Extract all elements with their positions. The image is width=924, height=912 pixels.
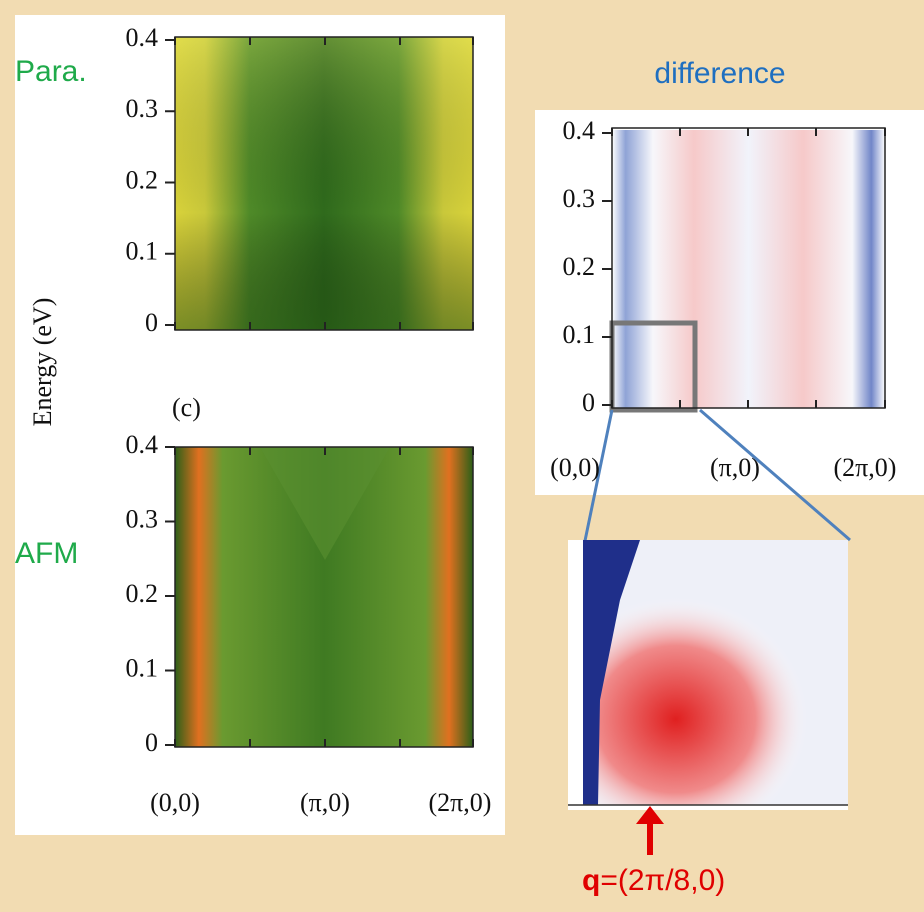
para-heatmap-shade [175,37,473,330]
y-tick-label: 0.1 [126,653,159,682]
q-rest: =(2π/8,0) [600,864,725,897]
y-axis-label: Energy (eV) [28,298,57,427]
afm-feature [260,447,390,560]
x-tick-label: (2π,0) [834,453,897,482]
x-tick-label: (π,0) [710,453,760,482]
q-bold: q [582,864,600,897]
y-tick-label: 0.3 [126,94,159,123]
afm-label: AFM [15,537,78,570]
panel-label: (c) [172,393,201,422]
x-tick-label: (0,0) [150,788,200,817]
y-tick-label: 0.3 [126,504,159,533]
inset-red [583,560,848,805]
x-tick-label: (0,0) [550,453,600,482]
q-arrowhead [636,806,664,824]
y-tick-label: 0 [145,308,158,337]
y-tick-label: 0.2 [126,165,159,194]
q-label: q=(2π/8,0) [582,864,725,897]
x-tick-label: (2π,0) [429,788,492,817]
x-tick-label: (π,0) [300,788,350,817]
y-tick-label: 0.2 [126,579,159,608]
y-tick-label: 0.4 [126,430,159,459]
y-tick-label: 0 [582,388,595,417]
diff-heatmap [612,130,885,408]
zoom-line [578,409,614,566]
para-label: Para. [15,55,87,88]
y-tick-label: 0.1 [126,237,159,266]
y-tick-label: 0.4 [126,23,159,52]
zoom-line [699,408,851,542]
y-tick-label: 0 [145,728,158,757]
y-tick-label: 0.1 [563,320,596,349]
inset-blue [583,540,640,805]
difference-label: difference [654,57,785,90]
y-tick-label: 0.4 [563,116,596,145]
y-tick-label: 0.3 [563,184,596,213]
y-tick-label: 0.2 [563,252,596,281]
